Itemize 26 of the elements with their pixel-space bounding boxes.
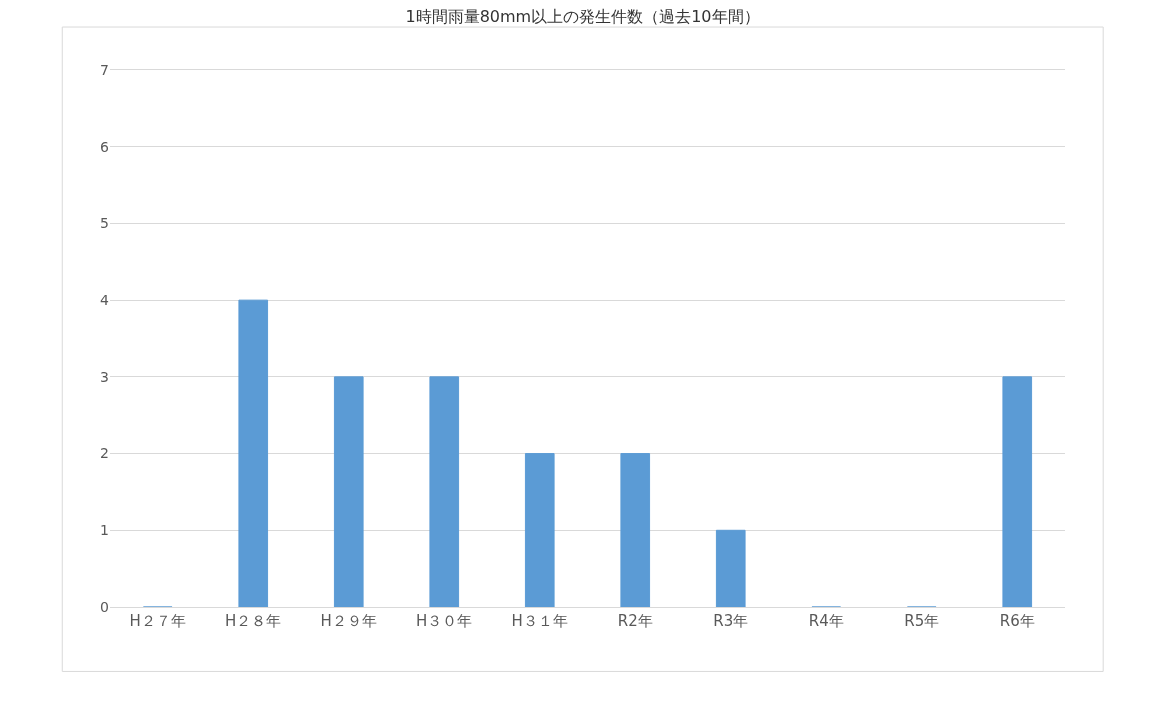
y-tick-label: 0 (100, 598, 109, 615)
x-tick-label: R5年 (904, 612, 940, 630)
bar (715, 529, 746, 607)
chart-title: 1時間雨量80mm以上の発生件数（過去10年間） (405, 6, 760, 26)
bar (333, 376, 364, 607)
y-tick-label: 1 (100, 522, 109, 539)
bar (238, 299, 269, 607)
y-tick-label: 5 (100, 215, 109, 232)
x-tick-label: H２７年 (129, 612, 186, 630)
x-tick-label: R6年 (999, 612, 1035, 630)
x-tick-label: H３０年 (416, 612, 473, 630)
x-tick-label: R3年 (713, 612, 749, 630)
x-tick-label: H２８年 (225, 612, 282, 630)
y-tick-label: 4 (100, 292, 110, 309)
x-tick-label: H３１年 (511, 612, 568, 630)
bar (429, 376, 460, 607)
x-tick-label: R4年 (808, 612, 844, 630)
y-tick-label: 3 (100, 368, 109, 385)
bar (524, 453, 555, 607)
y-tick-label: 7 (100, 61, 109, 78)
bar (620, 453, 651, 607)
x-tick-label: H２９年 (320, 612, 377, 630)
bar (1002, 376, 1033, 607)
x-tick-label: R2年 (617, 612, 653, 630)
y-tick-label: 6 (100, 138, 110, 155)
y-tick-label: 2 (100, 445, 109, 462)
